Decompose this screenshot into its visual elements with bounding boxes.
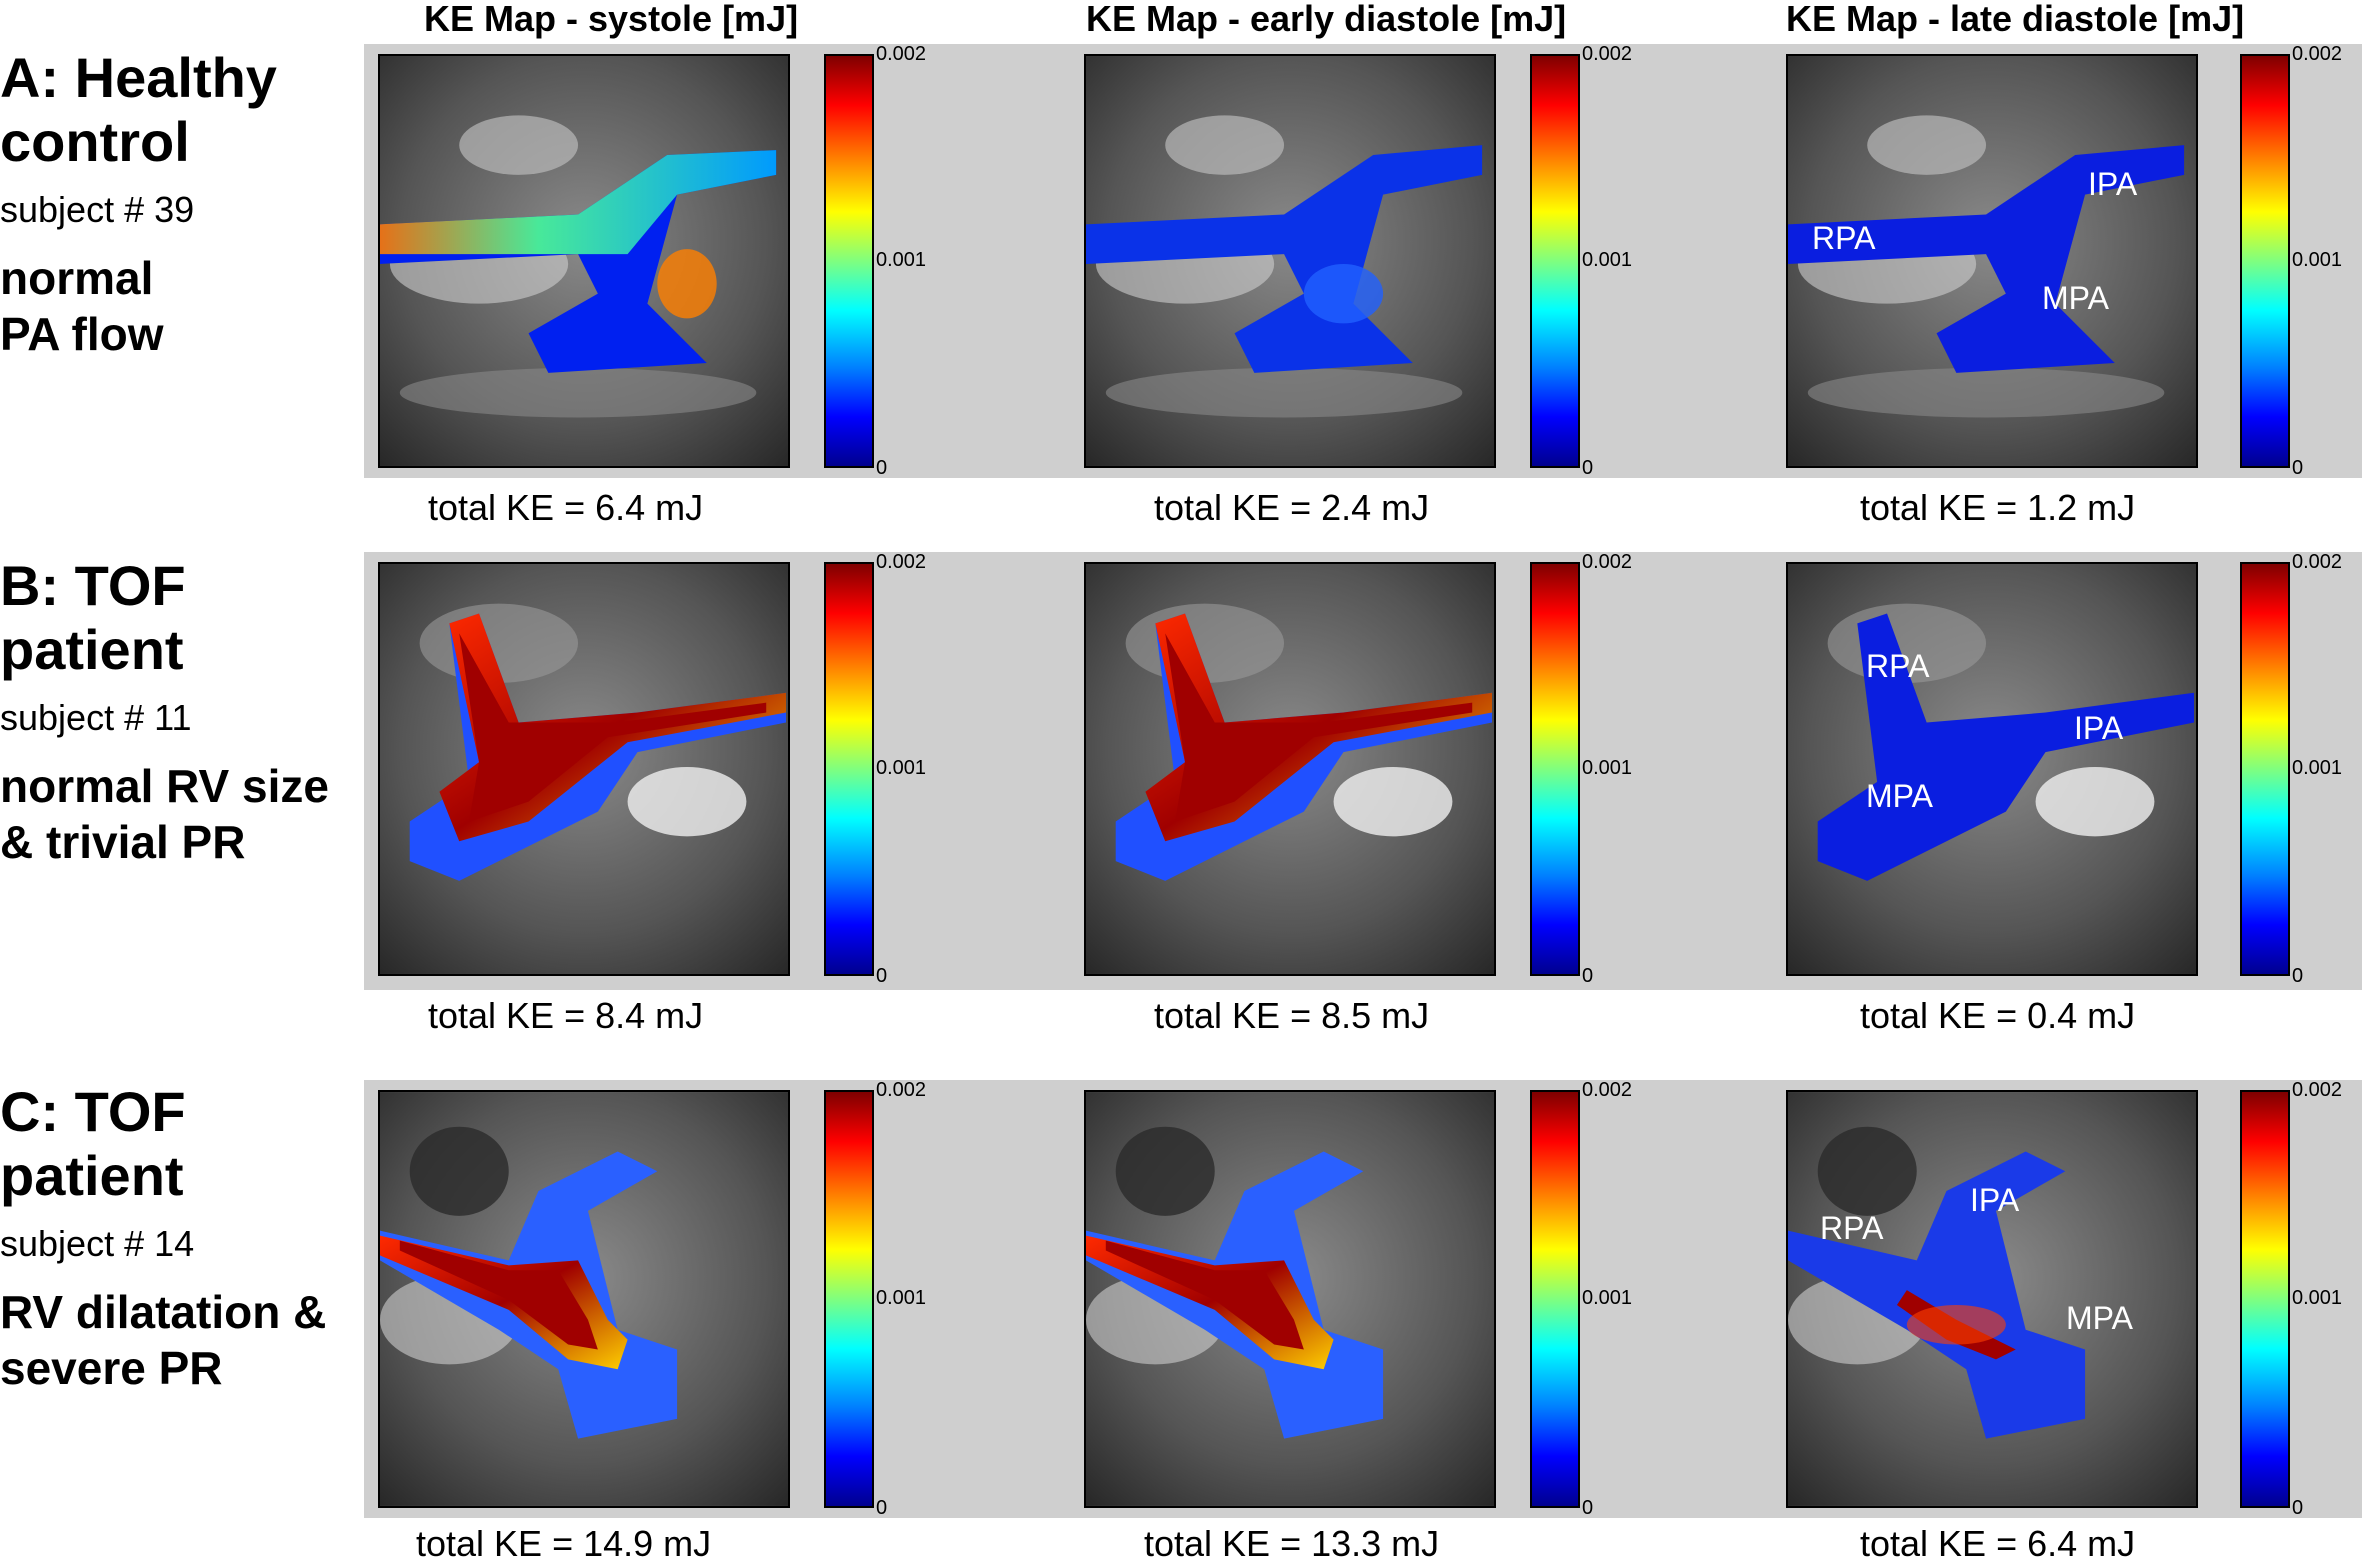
colorbar-min-label: 0 (1582, 457, 1594, 479)
colorbar-min-label: 0 (2292, 1497, 2304, 1519)
mri-background (1086, 564, 1494, 974)
colorbar (2240, 1090, 2290, 1508)
colorbar (2240, 54, 2290, 468)
mri-background (380, 564, 788, 974)
colorbar-mid-label: 0.001 (2292, 1287, 2343, 1309)
ke-map-image (378, 562, 790, 976)
subject-number: subject # 11 (0, 697, 192, 738)
vessel-label-rpa: RPA (1820, 1210, 1884, 1246)
colorbar-min-label: 0 (2292, 965, 2304, 987)
colorbar-max-label: 0.002 (2292, 551, 2343, 573)
colorbar (2240, 562, 2290, 976)
colorbar (824, 562, 874, 976)
colorbar-mid-label: 0.001 (876, 249, 927, 271)
ke-map-image (378, 54, 790, 468)
mri-background (1788, 1092, 2196, 1506)
total-ke-label: total KE = 8.5 mJ (1154, 995, 1430, 1036)
colorbar-mid-label: 0.001 (2292, 757, 2343, 779)
subject-number: subject # 39 (0, 189, 195, 230)
colorbar-max-label: 0.002 (2292, 43, 2343, 65)
total-ke-label: total KE = 13.3 mJ (1144, 1523, 1440, 1564)
mri-background (380, 1092, 788, 1506)
colorbar-mid-label: 0.001 (876, 1287, 927, 1309)
colorbar-max-label: 0.002 (1582, 1079, 1633, 1101)
total-ke-label: total KE = 0.4 mJ (1860, 995, 2136, 1036)
colorbar-min-label: 0 (876, 965, 888, 987)
colorbar-mid-label: 0.001 (876, 757, 927, 779)
colorbar-min-label: 0 (2292, 457, 2304, 479)
mri-background (380, 56, 788, 466)
row-label-c: C: TOF patient subject # 14 RV dilatatio… (0, 1080, 360, 1396)
colorbar-mid-label: 0.001 (1582, 249, 1633, 271)
total-ke-label: total KE = 1.2 mJ (1860, 487, 2136, 528)
vessel-label-mpa: MPA (2066, 1300, 2133, 1336)
vessel-label-ipa: IPA (2088, 166, 2138, 202)
colorbar (1530, 54, 1580, 468)
vessel-label-rpa: RPA (1812, 220, 1876, 256)
colorbar (824, 1090, 874, 1508)
vessel-label-mpa: MPA (1866, 778, 1933, 814)
row-description: normal PA flow (0, 252, 164, 360)
column-title-early-diastole: KE Map - early diastole [mJ] (1086, 0, 1567, 39)
row-label-b: B: TOF patient subject # 11 normal RV si… (0, 554, 360, 870)
ke-map-image (1786, 1090, 2198, 1508)
ke-map-image (1084, 54, 1496, 468)
colorbar (1530, 562, 1580, 976)
column-title-late-diastole: KE Map - late diastole [mJ] (1786, 0, 2245, 39)
mri-background (1086, 1092, 1494, 1506)
mri-background (1086, 56, 1494, 466)
total-ke-label: total KE = 14.9 mJ (416, 1523, 712, 1564)
colorbar-mid-label: 0.001 (2292, 249, 2343, 271)
ke-map-image (1786, 562, 2198, 976)
row-description: normal RV size & trivial PR (0, 760, 329, 868)
row-letter: C: TOF patient (0, 1080, 186, 1207)
column-title-systole: KE Map - systole [mJ] (424, 0, 799, 39)
colorbar-mid-label: 0.001 (1582, 757, 1633, 779)
row-letter: A: Healthy control (0, 46, 277, 173)
subject-number: subject # 14 (0, 1223, 195, 1264)
mri-background (1788, 56, 2196, 466)
total-ke-label: total KE = 6.4 mJ (1860, 1523, 2136, 1564)
total-ke-label: total KE = 2.4 mJ (1154, 487, 1430, 528)
colorbar (824, 54, 874, 468)
total-ke-label: total KE = 8.4 mJ (428, 995, 704, 1036)
ke-map-image (1084, 1090, 1496, 1508)
colorbar-max-label: 0.002 (1582, 551, 1633, 573)
vessel-label-ipa: IPA (1970, 1182, 2020, 1218)
colorbar-max-label: 0.002 (1582, 43, 1633, 65)
colorbar-max-label: 0.002 (876, 551, 927, 573)
colorbar (1530, 1090, 1580, 1508)
vessel-label-mpa: MPA (2042, 280, 2109, 316)
row-label-a: A: Healthy control subject # 39 normal P… (0, 46, 360, 362)
row-letter: B: TOF patient (0, 554, 186, 681)
colorbar-min-label: 0 (1582, 1497, 1594, 1519)
vessel-label-ipa: IPA (2074, 710, 2124, 746)
colorbar-min-label: 0 (876, 1497, 888, 1519)
ke-map-image (378, 1090, 790, 1508)
row-description: RV dilatation & severe PR (0, 1286, 327, 1394)
colorbar-max-label: 0.002 (2292, 1079, 2343, 1101)
colorbar-min-label: 0 (876, 457, 888, 479)
colorbar-max-label: 0.002 (876, 43, 927, 65)
colorbar-min-label: 0 (1582, 965, 1594, 987)
ke-map-image (1084, 562, 1496, 976)
colorbar-mid-label: 0.001 (1582, 1287, 1633, 1309)
colorbar-max-label: 0.002 (876, 1079, 927, 1101)
mri-background (1788, 564, 2196, 974)
total-ke-label: total KE = 6.4 mJ (428, 487, 704, 528)
vessel-label-rpa: RPA (1866, 648, 1930, 684)
ke-map-image (1786, 54, 2198, 468)
